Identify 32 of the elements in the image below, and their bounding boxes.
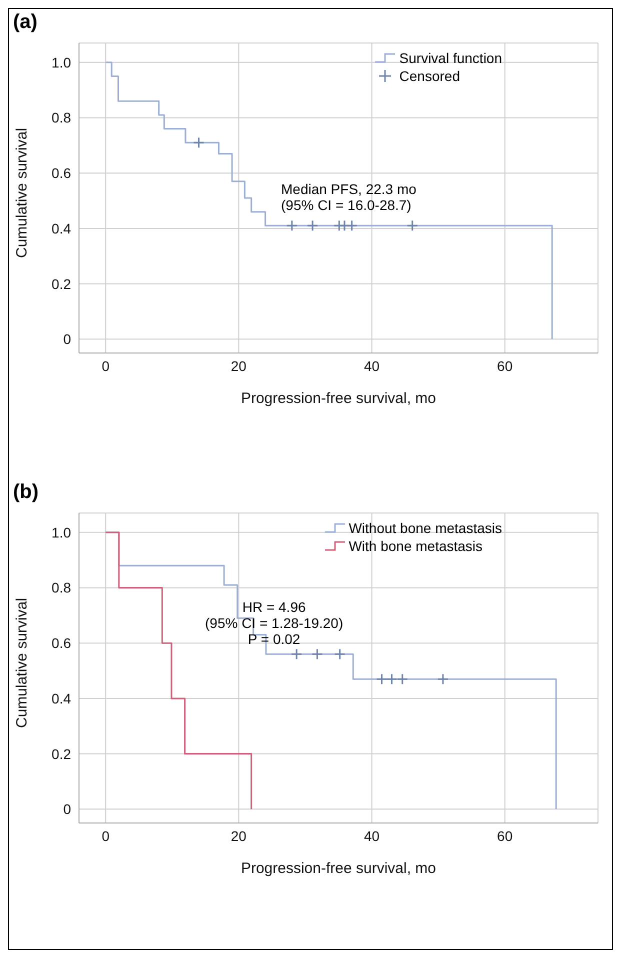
x-tick-label: 60 xyxy=(497,828,513,844)
x-axis-title: Progression-free survival, mo xyxy=(240,860,436,877)
x-tick-label: 0 xyxy=(102,828,110,844)
legend-label: Survival function xyxy=(399,49,502,67)
y-axis-title: Cumulative survival xyxy=(13,128,30,258)
y-tick-label: 0.4 xyxy=(52,690,72,706)
legend-label: Without bone metastasis xyxy=(348,519,502,537)
y-tick-label: 0 xyxy=(63,801,72,818)
y-tick-label: 1.0 xyxy=(52,524,72,540)
y-tick-label: 0.6 xyxy=(52,165,72,182)
y-tick-label: 0.8 xyxy=(52,580,72,596)
x-tick-label: 20 xyxy=(230,828,247,844)
x-tick-label: 60 xyxy=(497,358,513,374)
y-tick-label: 0.8 xyxy=(52,110,72,126)
x-tick-label: 20 xyxy=(230,358,247,374)
y-tick-label: 0.6 xyxy=(52,635,72,652)
y-tick-label: 0.2 xyxy=(52,276,72,292)
chart-title: (b) xyxy=(13,481,39,504)
annotation: Median PFS, 22.3 mo (95% CI = 16.0-28.7) xyxy=(281,181,416,213)
y-tick-label: 1.0 xyxy=(52,54,72,70)
x-axis-title: Progression-free survival, mo xyxy=(240,390,436,407)
y-tick-label: 0.2 xyxy=(52,746,72,762)
x-tick-label: 40 xyxy=(364,828,380,844)
y-axis-title: Cumulative survival xyxy=(13,598,30,728)
chart-title: (a) xyxy=(13,11,38,34)
legend-label: Censored xyxy=(399,67,460,85)
y-tick-label: 0.4 xyxy=(52,220,72,236)
x-tick-label: 40 xyxy=(364,358,380,374)
x-tick-label: 0 xyxy=(102,358,110,374)
legend-label: With bone metastasis xyxy=(348,537,483,555)
y-tick-label: 0 xyxy=(63,331,72,348)
annotation: HR = 4.96 (95% CI = 1.28-19.20) P = 0.02 xyxy=(205,599,344,647)
